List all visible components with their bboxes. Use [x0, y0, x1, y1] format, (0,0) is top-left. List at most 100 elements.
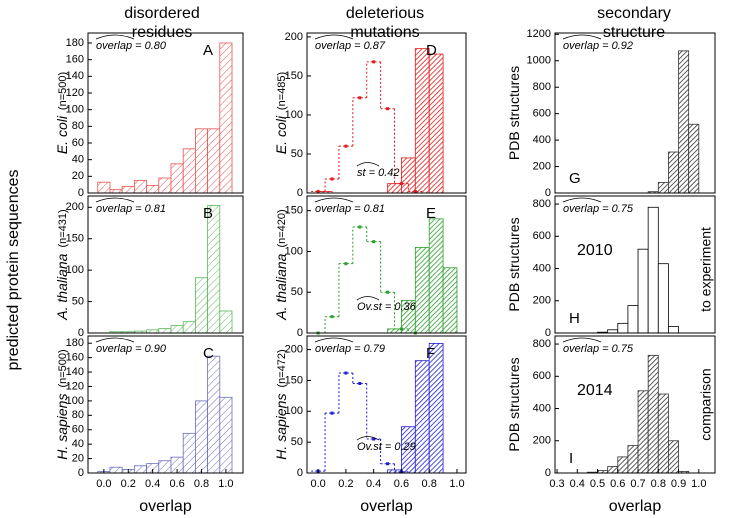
y-tick-label: 50 — [72, 295, 84, 307]
panel-frame — [87, 32, 244, 194]
y-tick-label: 0 — [78, 467, 84, 479]
bar — [195, 128, 209, 194]
hat — [314, 197, 354, 203]
bar — [627, 305, 639, 334]
x-axis-label: overlap — [360, 498, 413, 515]
bar — [133, 180, 147, 194]
annotation: overlap = 0.75 — [563, 343, 634, 355]
x-tick-label: 0.7 — [630, 478, 645, 490]
x-tick-label: 0.2 — [121, 478, 136, 490]
panel-frame — [554, 335, 716, 474]
bar — [207, 355, 221, 474]
y-tick-label: 60 — [72, 137, 84, 149]
sample-size: (n=500) — [57, 72, 69, 110]
bar — [158, 328, 172, 334]
y-tick-label: 180 — [66, 37, 84, 49]
x-tick-label: 0.2 — [338, 478, 353, 490]
bar — [428, 218, 444, 334]
bar — [170, 325, 184, 334]
y-tick-label: 80 — [72, 120, 84, 132]
y-tick-label: 20 — [72, 170, 84, 182]
panel-frame — [306, 32, 467, 194]
y-tick-label: 100 — [66, 264, 84, 276]
annotation: overlap = 0.80 — [96, 40, 167, 52]
panel-letter: E — [426, 205, 436, 222]
panel-letter: B — [203, 205, 213, 222]
annotation: overlap = 0.79 — [315, 343, 385, 355]
year: 2010 — [577, 242, 613, 259]
y-axis-label: PDB structures — [506, 217, 522, 311]
panel-frame — [306, 335, 467, 474]
x-tick-label: 0.8 — [194, 478, 209, 490]
hat — [314, 34, 354, 40]
hat — [562, 34, 602, 40]
species: A. thaliana — [273, 253, 289, 320]
note: Ov.st = 0.29 — [357, 441, 416, 453]
y-tick-label: 20 — [72, 452, 84, 464]
x-tick-label: 0.5 — [590, 478, 605, 490]
bar — [657, 263, 669, 334]
bar — [668, 326, 679, 334]
point — [372, 240, 376, 244]
bar — [647, 354, 659, 474]
y-tick-label: 60 — [72, 424, 84, 436]
x-tick-label: 0.6 — [169, 478, 184, 490]
sample-size: (n=431) — [57, 209, 69, 247]
species: H. sapiens — [54, 394, 70, 460]
y-tick-label: 150 — [285, 205, 303, 217]
species: E. coli — [54, 115, 70, 154]
hat — [95, 197, 135, 203]
y-axis-label: E. coli (n=500) — [54, 72, 70, 154]
hat — [562, 337, 602, 343]
annotation: overlap = 0.90 — [96, 343, 167, 355]
y-label-text: PDB structures — [506, 66, 522, 160]
column-title: secondary — [597, 5, 671, 22]
panel-letter: A — [203, 42, 213, 59]
y-axis-label: PDB structures — [506, 66, 522, 160]
bar — [182, 148, 196, 194]
x-tick-label: 1.0 — [691, 478, 706, 490]
y-tick-label: 120 — [66, 380, 84, 392]
x-tick-label: 1.0 — [449, 478, 464, 490]
point — [330, 315, 334, 319]
bar — [414, 360, 430, 474]
sample-size: (n=420) — [276, 209, 288, 247]
point — [399, 327, 403, 331]
sample-size: (n=500) — [57, 349, 69, 387]
y-tick-label: 100 — [66, 395, 84, 407]
y-tick-label: 200 — [533, 435, 551, 447]
bar — [219, 396, 233, 474]
bar — [607, 466, 619, 474]
point — [372, 60, 376, 64]
point — [344, 262, 348, 266]
bar — [414, 48, 430, 194]
x-tick-label: 0.4 — [366, 478, 381, 490]
y-axis-label: A. thaliana (n=420) — [273, 209, 289, 320]
y-tick-label: 400 — [533, 402, 551, 414]
y-tick-label: 0 — [297, 327, 303, 339]
y-tick-label: 0 — [78, 187, 84, 199]
hat — [356, 296, 380, 301]
bar — [678, 50, 690, 194]
y-label-text: PDB structures — [506, 217, 522, 311]
y-tick-label: 800 — [533, 81, 551, 93]
annotation: overlap = 0.81 — [96, 203, 166, 215]
bar — [688, 123, 700, 194]
point — [399, 182, 403, 186]
y-tick-label: 400 — [533, 262, 551, 274]
y-tick-label: 150 — [285, 70, 303, 82]
bar — [657, 182, 669, 194]
species: A. thaliana — [54, 253, 70, 320]
bar — [97, 181, 111, 194]
y-tick-label: 0 — [78, 327, 84, 339]
y-tick-label: 140 — [66, 70, 84, 82]
x-tick-label: 0.0 — [310, 478, 325, 490]
y-tick-label: 140 — [66, 366, 84, 378]
bar — [207, 205, 221, 334]
note: Ov.st = 0.36 — [357, 301, 417, 313]
annotation: overlap = 0.81 — [315, 203, 385, 215]
y-tick-label: 120 — [66, 87, 84, 99]
bar — [219, 310, 233, 334]
bar — [428, 53, 444, 194]
